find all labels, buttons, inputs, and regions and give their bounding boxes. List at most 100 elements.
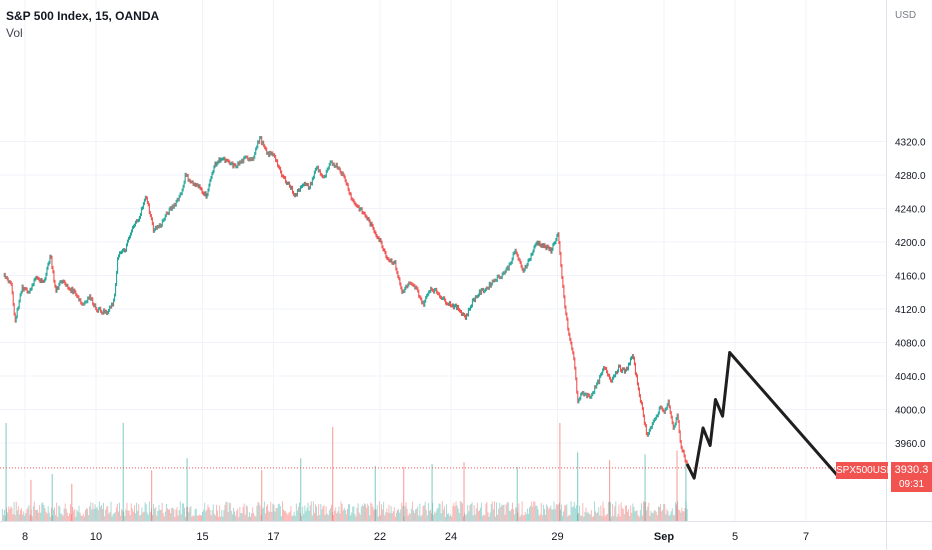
candle — [283, 174, 285, 179]
volume-bar — [547, 506, 549, 521]
candle — [99, 306, 101, 311]
candle — [641, 401, 643, 411]
candle — [170, 206, 172, 211]
volume-bar — [482, 515, 484, 521]
volume-bar — [563, 511, 565, 521]
candle — [346, 182, 348, 187]
candle — [382, 245, 384, 252]
volume-bar — [131, 508, 133, 521]
candle — [450, 301, 452, 308]
candle — [535, 242, 537, 247]
volume-bar — [415, 509, 417, 521]
volume-bar — [629, 515, 631, 521]
volume-bar — [89, 506, 91, 521]
volume-bar — [33, 501, 35, 521]
candle — [73, 288, 75, 295]
volume-bar — [327, 515, 329, 521]
volume-bar — [428, 510, 430, 521]
candle — [280, 166, 282, 174]
volume-bar — [340, 501, 342, 521]
candle — [406, 284, 408, 289]
candle — [320, 172, 322, 177]
candle — [271, 151, 273, 156]
volume-bar — [209, 509, 211, 521]
volume-bar — [48, 512, 50, 521]
volume-bar — [359, 514, 361, 521]
volume-bar — [23, 511, 25, 521]
volume-bar — [211, 510, 213, 521]
volume-bar — [312, 501, 314, 521]
volume-spike — [30, 479, 32, 521]
candle — [686, 460, 688, 467]
candle — [369, 219, 371, 227]
candle — [506, 265, 508, 271]
volume-bar — [488, 516, 490, 521]
candle — [231, 161, 233, 166]
candle — [79, 298, 81, 302]
volume-bar — [158, 504, 160, 521]
volume-bar — [214, 515, 216, 521]
volume-bar — [350, 515, 352, 521]
candle — [608, 373, 610, 377]
volume-bar — [662, 509, 664, 521]
candle — [279, 165, 281, 170]
candle — [23, 286, 25, 292]
candle — [190, 180, 192, 184]
volume-bar — [508, 510, 510, 521]
price-axis-bg — [886, 0, 932, 550]
candle — [662, 408, 664, 413]
candle — [215, 161, 217, 167]
volume-bar — [471, 502, 473, 521]
volume-bar — [495, 516, 496, 521]
candle — [400, 282, 402, 290]
candle — [255, 147, 257, 155]
volume-bar — [292, 515, 294, 521]
candle — [345, 179, 347, 186]
candle — [626, 366, 629, 371]
volume-bar — [155, 507, 157, 521]
volume-bar — [376, 505, 378, 521]
volume-bar — [481, 502, 483, 521]
candle — [119, 251, 121, 258]
candle — [177, 197, 179, 202]
user-drawing-line[interactable] — [685, 351, 841, 480]
candle — [392, 261, 394, 265]
candle — [166, 211, 168, 215]
candle — [304, 181, 306, 187]
candle — [411, 282, 413, 286]
volume-bar — [618, 504, 620, 521]
candle — [288, 181, 291, 188]
volume-bar — [534, 501, 536, 521]
volume-legend-label[interactable]: Vol — [6, 26, 23, 40]
volume-bar — [318, 504, 320, 521]
candle — [241, 158, 243, 164]
volume-bar — [287, 514, 289, 521]
volume-bar — [259, 505, 261, 521]
candle — [256, 145, 258, 151]
volume-bar — [440, 513, 442, 521]
volume-bar — [599, 515, 601, 521]
time-axis[interactable]: 8 10 15 17 22 24 29 Sep 5 7 — [0, 521, 932, 550]
price-axis[interactable]: USD 3960.0 4000.0 4040.0 4080.0 4120.0 4160.0 4… — [886, 0, 932, 550]
price-tick-label: 3960.0 — [895, 439, 926, 450]
candle — [27, 290, 29, 294]
volume-bar — [10, 506, 12, 521]
volume-bar — [679, 510, 681, 521]
candle — [532, 249, 534, 256]
time-tick-label: 10 — [90, 531, 102, 543]
volume-bar — [614, 506, 616, 521]
volume-bar — [420, 516, 422, 521]
volume-bar — [11, 508, 13, 521]
candle — [677, 413, 679, 424]
candle — [362, 211, 364, 215]
candle — [161, 219, 163, 227]
candle — [350, 192, 352, 201]
candle — [220, 157, 222, 163]
symbol-title[interactable]: S&P 500 Index, 15, OANDA — [6, 9, 160, 23]
volume-spike — [71, 483, 73, 521]
volume-bar — [310, 501, 312, 521]
candle — [349, 191, 351, 196]
candle — [92, 297, 94, 306]
